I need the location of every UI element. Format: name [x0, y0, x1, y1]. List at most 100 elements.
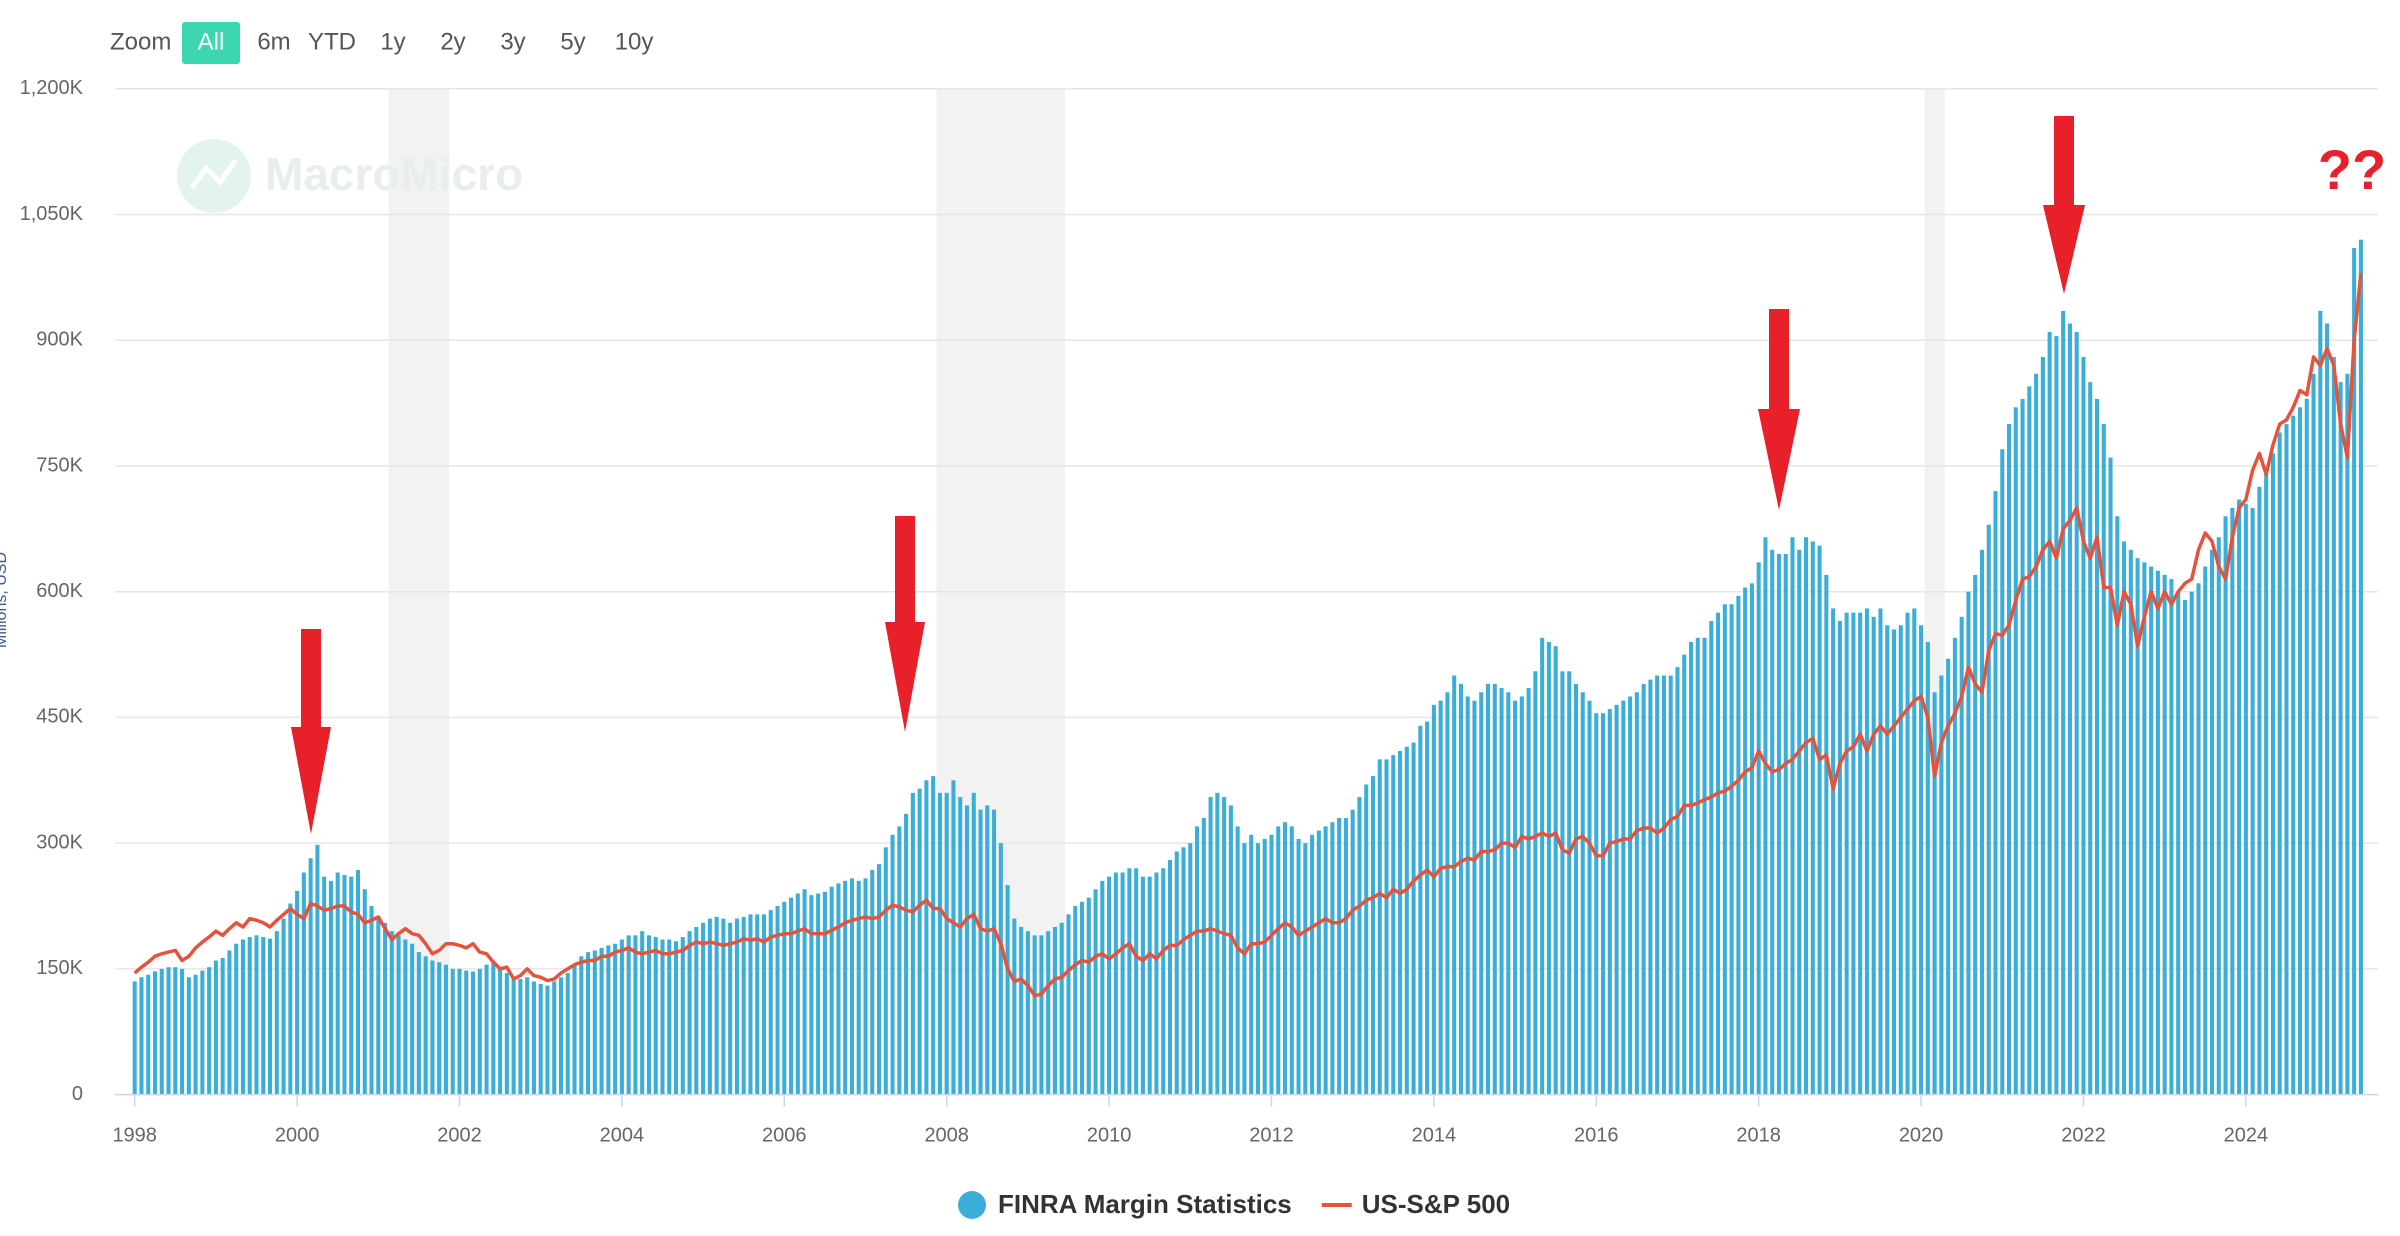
bar [1506, 692, 1511, 1095]
bar [1817, 545, 1822, 1095]
bar [1255, 843, 1260, 1095]
bar [1959, 616, 1964, 1095]
bar [180, 968, 185, 1095]
bar [673, 941, 679, 1095]
x-tick-label: 2014 [1412, 1124, 1457, 1146]
bar [619, 939, 624, 1095]
bar [301, 872, 306, 1095]
bar [728, 922, 733, 1095]
bar [748, 914, 753, 1095]
bar [274, 931, 279, 1095]
bar [423, 956, 428, 1095]
plot-area: 0 150K 300K 450K 600K 750K 900K 1,050K 1,200K Mac… [20, 77, 2378, 1146]
y-tick-label: 750K [36, 454, 83, 476]
legend-swatch[interactable] [958, 1191, 986, 1219]
bar [1364, 784, 1369, 1095]
range-button[interactable]: All [198, 28, 225, 55]
bar [1790, 537, 1795, 1095]
bar [1235, 826, 1240, 1095]
bar [998, 843, 1003, 1095]
y-tick-label: 1,050K [20, 203, 84, 225]
bar [1546, 641, 1551, 1095]
bar [1594, 713, 1599, 1095]
bar [2223, 516, 2228, 1095]
bar [870, 869, 875, 1095]
bar [1844, 612, 1849, 1095]
x-tick-label: 2010 [1087, 1124, 1132, 1146]
bar [504, 973, 509, 1095]
bar [1019, 926, 1024, 1095]
bar [1330, 822, 1335, 1095]
bar [227, 950, 232, 1095]
bar [1526, 688, 1531, 1095]
bar [193, 974, 198, 1095]
bar [1810, 541, 1815, 1095]
bar [437, 962, 442, 1095]
x-tick-label: 2020 [1899, 1124, 1944, 1146]
bar [186, 977, 191, 1095]
bar [1296, 838, 1301, 1095]
bar [1147, 876, 1152, 1095]
bar [2027, 386, 2032, 1095]
bar [1445, 692, 1450, 1095]
bar [1905, 612, 1910, 1095]
bar [1465, 696, 1470, 1095]
bar [1005, 885, 1010, 1095]
selected-button-bg[interactable] [182, 22, 240, 64]
bar [1804, 537, 1809, 1095]
bar [890, 834, 895, 1095]
bar [1269, 834, 1274, 1095]
bar [687, 931, 692, 1095]
range-selector: Zoom All 6m YTD 1y 2y 3y 5y 10y [110, 22, 653, 64]
bar [349, 876, 354, 1095]
zoom-label: Zoom [110, 28, 171, 55]
bar [1878, 608, 1883, 1095]
range-button[interactable]: 6m [257, 28, 290, 55]
bar [2189, 591, 2194, 1095]
range-button[interactable]: 3y [500, 28, 525, 55]
range-button[interactable]: 1y [380, 28, 405, 55]
bar [342, 875, 347, 1095]
bar [1722, 604, 1727, 1095]
legend-label[interactable]: US-S&P 500 [1362, 1189, 1510, 1219]
bar [1134, 868, 1139, 1095]
bar [1607, 709, 1612, 1095]
bar [2277, 432, 2282, 1095]
annotation: ?? [2318, 138, 2386, 201]
bar [613, 943, 618, 1095]
bar [261, 937, 266, 1095]
bar [1282, 822, 1288, 1095]
bar [1452, 675, 1457, 1095]
bar [1553, 646, 1558, 1095]
bar [1350, 809, 1355, 1095]
bar [470, 971, 476, 1095]
bar [1310, 834, 1315, 1095]
bar [816, 893, 821, 1095]
bar [2000, 449, 2005, 1095]
bar [2040, 357, 2045, 1095]
bar [281, 918, 286, 1095]
bar [1682, 654, 1687, 1095]
bar [2135, 558, 2140, 1095]
range-button[interactable]: YTD [308, 28, 356, 55]
range-button[interactable]: 10y [615, 28, 654, 55]
bar [2182, 600, 2187, 1095]
bar [1201, 818, 1206, 1095]
legend-label[interactable]: FINRA Margin Statistics [998, 1189, 1292, 1219]
bar [1188, 843, 1193, 1095]
bar [1039, 935, 1044, 1095]
bar [1472, 700, 1477, 1095]
bar [1181, 847, 1186, 1095]
bar [1716, 612, 1721, 1095]
bar [653, 937, 658, 1095]
bar [213, 960, 218, 1095]
bar [531, 981, 536, 1095]
bar [1289, 826, 1294, 1095]
bar [1986, 524, 1991, 1095]
bar [897, 826, 902, 1095]
bar [1864, 608, 1869, 1095]
bar [1885, 625, 1890, 1095]
range-button[interactable]: 2y [440, 28, 465, 55]
range-button[interactable]: 5y [560, 28, 585, 55]
bar [295, 890, 300, 1095]
